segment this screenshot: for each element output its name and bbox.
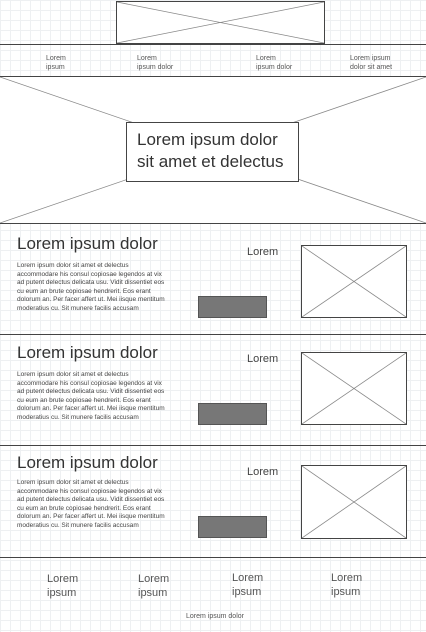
logo-placeholder	[116, 1, 325, 44]
section-3-image-placeholder	[301, 465, 407, 539]
section-1-side-label: Lorem	[247, 246, 279, 258]
section-2-body: Lorem ipsum dolor sit amet et delectus a…	[17, 371, 165, 421]
section-3-side-label: Lorem	[247, 466, 279, 478]
section-2-title: Lorem ipsum dolor	[17, 343, 158, 362]
footer-caption: Lorem ipsum dolor	[186, 613, 244, 620]
nav-item-1[interactable]: Lorem ipsum	[46, 55, 66, 71]
footer-item-1[interactable]: Lorem ipsum	[47, 573, 79, 599]
section-1-body: Lorem ipsum dolor sit amet et delectus a…	[17, 262, 165, 312]
section-1-image-placeholder	[301, 245, 407, 318]
section-2-button[interactable]	[198, 403, 267, 425]
footer-item-2[interactable]: Lorem ipsum	[138, 573, 170, 599]
nav-item-4[interactable]: Lorem ipsum dolor sit amet	[350, 55, 393, 71]
section-2-side-label: Lorem	[247, 353, 279, 365]
hero-title: Lorem ipsum dolor sit amet et delectus	[126, 122, 299, 182]
section-1-title: Lorem ipsum dolor	[17, 234, 158, 253]
nav-item-3[interactable]: Lorem ipsum dolor	[256, 55, 293, 71]
section-3-body: Lorem ipsum dolor sit amet et delectus a…	[17, 479, 165, 529]
section-2-image-placeholder	[301, 352, 407, 425]
footer-item-3[interactable]: Lorem ipsum	[232, 572, 264, 598]
footer-item-4[interactable]: Lorem ipsum	[331, 572, 363, 598]
section-1-button[interactable]	[198, 296, 267, 318]
nav-item-2[interactable]: Lorem ipsum dolor	[137, 55, 174, 71]
section-3-title: Lorem ipsum dolor	[17, 453, 158, 472]
section-3-button[interactable]	[198, 516, 267, 538]
